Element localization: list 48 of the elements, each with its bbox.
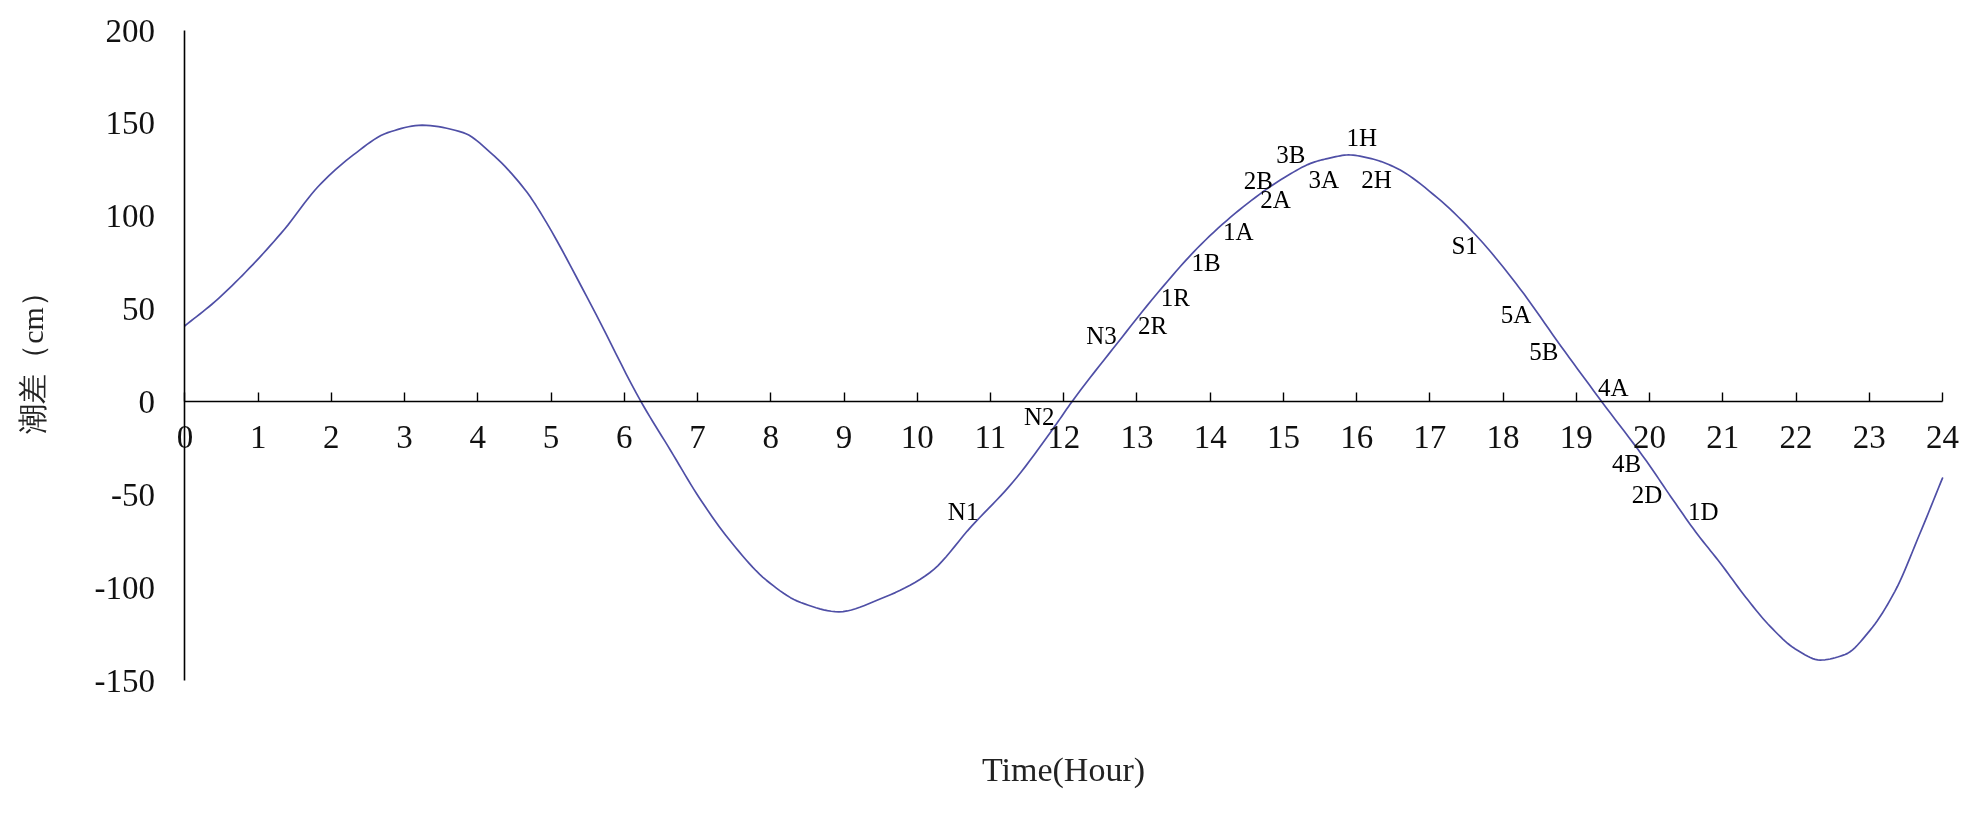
x-tick-label: 8 xyxy=(762,418,780,455)
annotation: 1R xyxy=(1160,284,1191,312)
annotation: 5A xyxy=(1500,301,1532,329)
y-tick-label: -100 xyxy=(94,569,155,606)
annotation: N1 xyxy=(947,498,979,525)
annotation: 4A xyxy=(1597,373,1629,401)
y-tick-label: -150 xyxy=(94,662,155,699)
x-tick-label: 23 xyxy=(1852,418,1886,455)
x-tick-label: 24 xyxy=(1926,418,1959,455)
x-tick-label: 7 xyxy=(689,418,706,455)
x-tick-label: 5 xyxy=(542,418,560,455)
x-tick-label: 1 xyxy=(249,418,267,455)
annotation: 1B xyxy=(1191,249,1221,277)
x-tick-label: 17 xyxy=(1413,418,1447,455)
x-tick-label: 21 xyxy=(1706,418,1740,455)
annotation: 5B xyxy=(1529,338,1559,366)
y-tick-label: 50 xyxy=(121,291,155,328)
x-tick-label: 6 xyxy=(616,418,633,455)
x-tick-label: 9 xyxy=(835,418,853,455)
annotation: 3A xyxy=(1308,166,1339,194)
x-tick-label: 11 xyxy=(974,418,1007,455)
y-tick-label: 150 xyxy=(105,105,155,142)
annotation: 1D xyxy=(1687,498,1719,525)
annotation: N3 xyxy=(1086,321,1117,349)
y-tick-label: -50 xyxy=(110,476,155,513)
x-tick-label: 19 xyxy=(1559,418,1593,455)
x-tick-label: 4 xyxy=(469,418,487,455)
annotation: 2H xyxy=(1361,166,1392,194)
y-axis-title: 潮差（cm） xyxy=(16,277,50,434)
annotation: 1A xyxy=(1222,217,1254,245)
x-tick-label: 22 xyxy=(1779,418,1813,455)
x-tick-label: 13 xyxy=(1120,418,1154,455)
x-axis-title: Time(Hour) xyxy=(981,750,1146,789)
x-tick-label: 15 xyxy=(1266,418,1300,455)
annotation: 2D xyxy=(1631,481,1663,509)
annotation: 2R xyxy=(1138,312,1168,340)
x-tick-label: 2 xyxy=(323,418,340,455)
y-tick-label: 0 xyxy=(138,383,155,420)
annotation: S1 xyxy=(1451,232,1478,260)
x-tick-label: 14 xyxy=(1193,418,1227,455)
x-tick-label: 3 xyxy=(396,418,413,455)
annotation: 3B xyxy=(1276,140,1306,168)
y-tick-label: 200 xyxy=(105,12,155,49)
x-tick-label: 16 xyxy=(1340,418,1374,455)
x-tick-label: 10 xyxy=(900,418,934,455)
x-tick-label: 18 xyxy=(1486,418,1520,455)
y-tick-label: 100 xyxy=(105,198,155,235)
annotation: 1H xyxy=(1346,123,1378,151)
